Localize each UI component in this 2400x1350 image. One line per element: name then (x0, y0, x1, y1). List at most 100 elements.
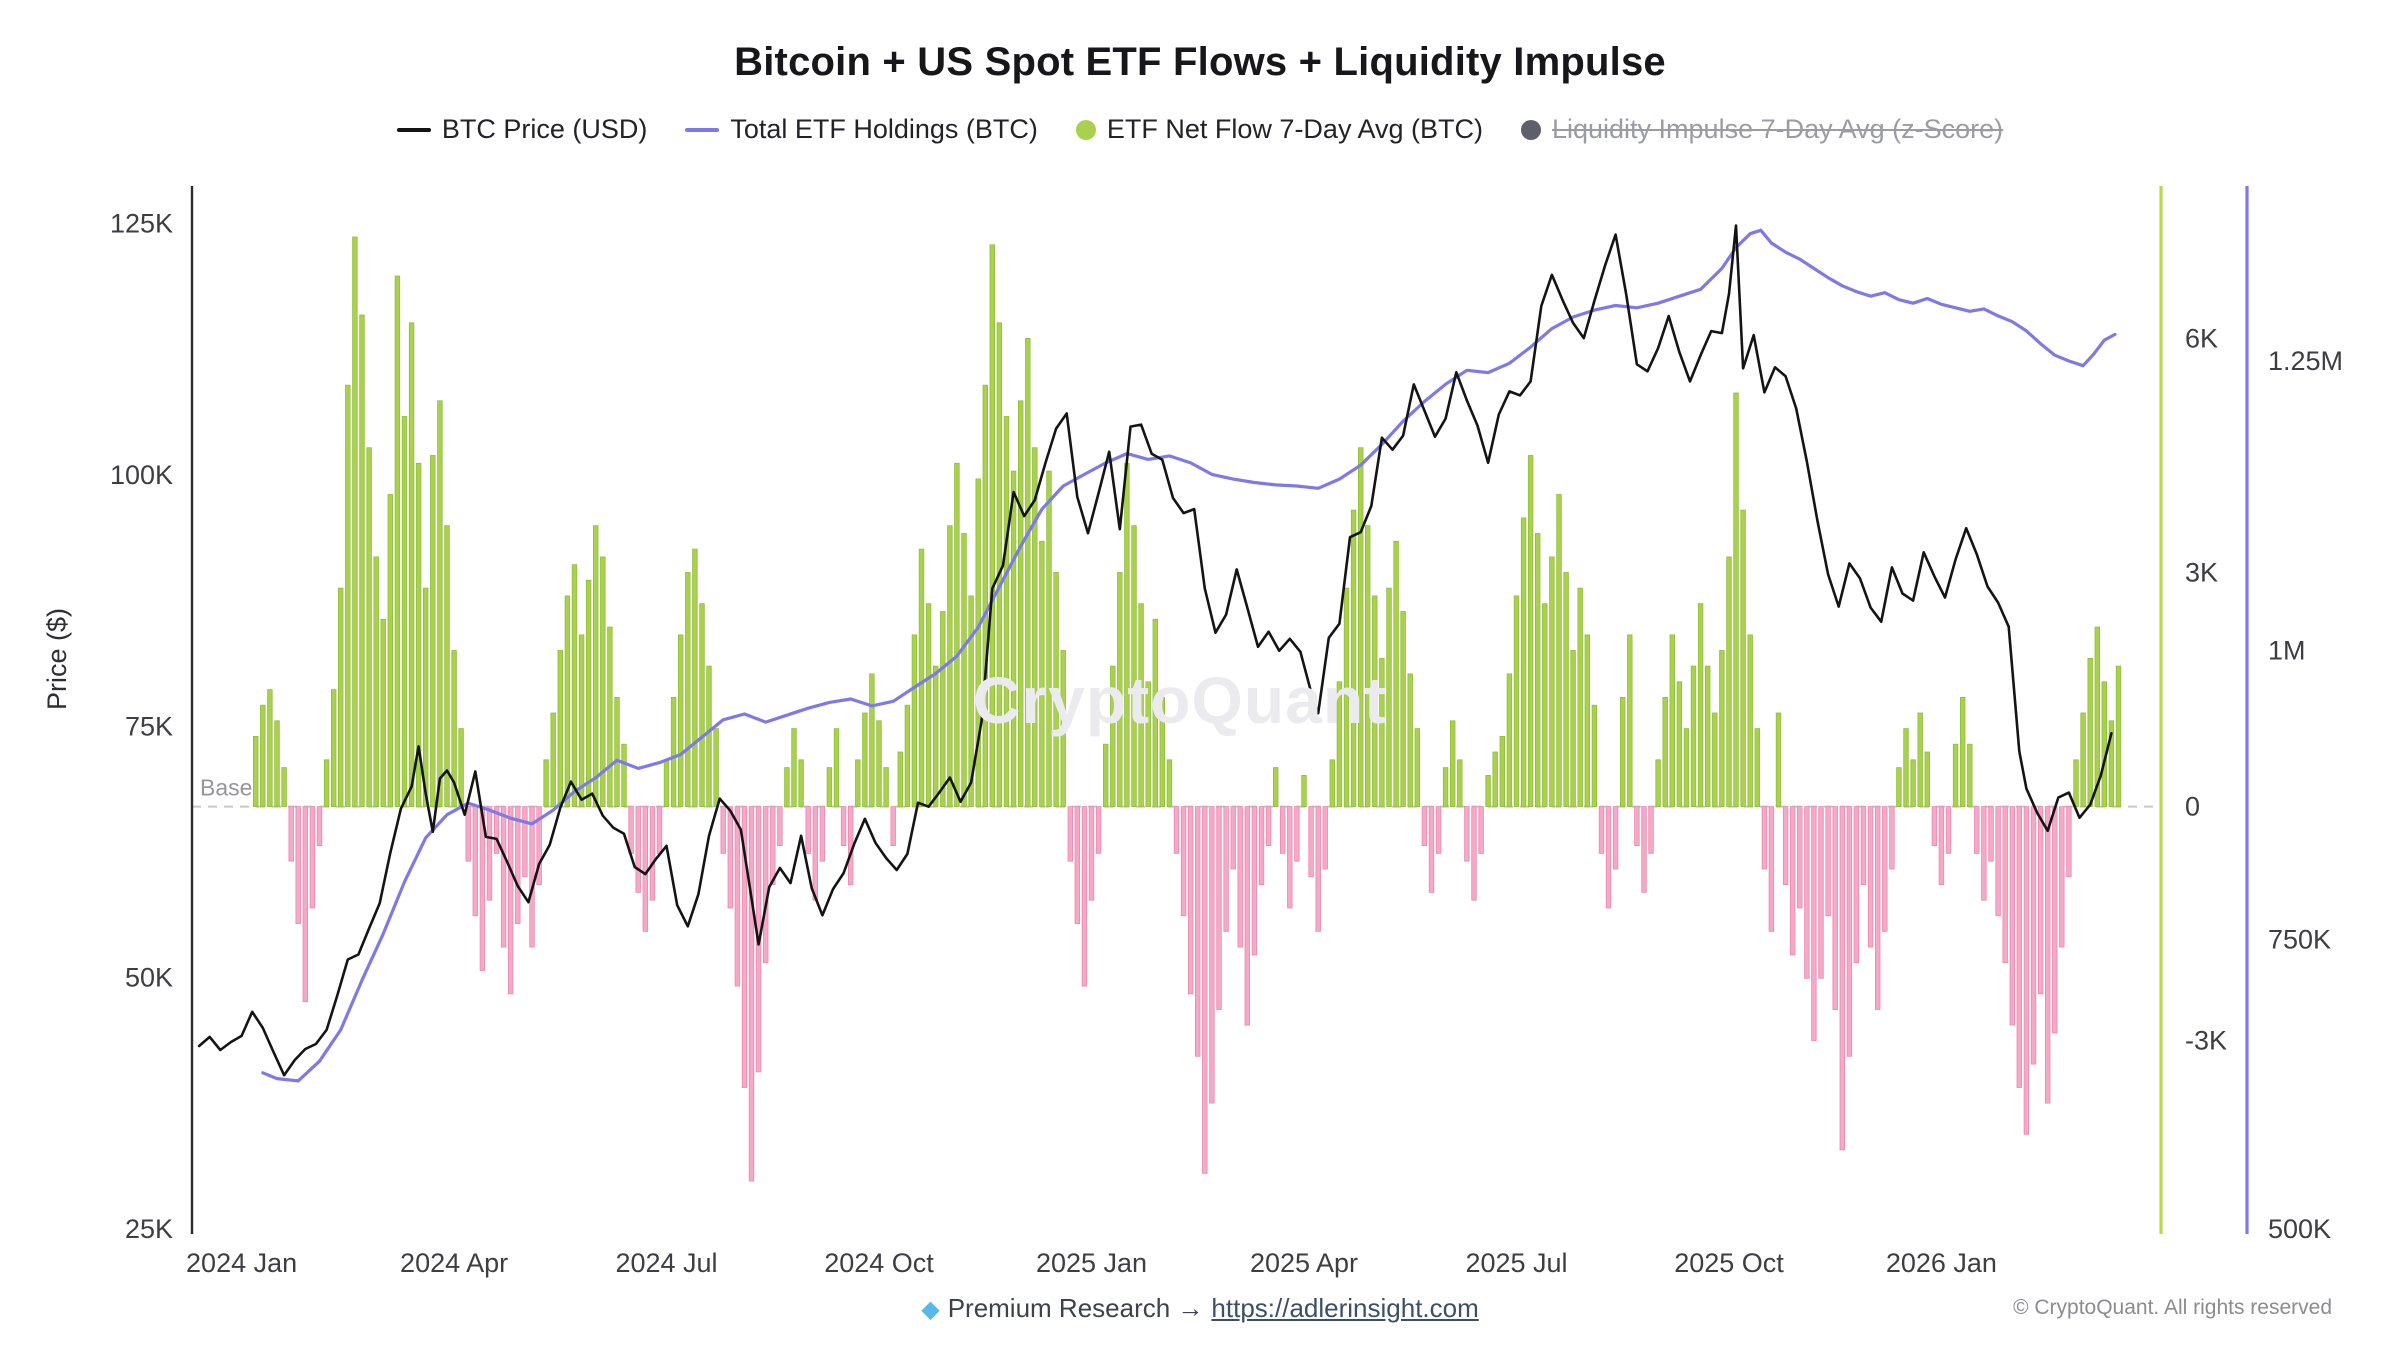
etf-flow-bar-positive (1060, 650, 1066, 808)
etf-flow-bar-positive (373, 556, 379, 808)
etf-flow-bar-positive (1379, 657, 1385, 807)
etf-flow-bar-positive (784, 767, 790, 807)
etf-flow-bar-negative (635, 806, 641, 893)
etf-flow-bar-positive (550, 712, 556, 807)
etf-flow-bar-negative (1761, 806, 1768, 870)
holdings-tick-label: 1M (2268, 635, 2306, 665)
etf-flow-bar-positive (1669, 634, 1675, 808)
etf-flow-bar-negative (2030, 806, 2037, 1065)
etf-flow-bar-negative (1995, 806, 2001, 917)
etf-flow-bar-positive (798, 759, 804, 807)
etf-flow-bar-positive (826, 767, 833, 807)
etf-flow-bar-positive (437, 400, 443, 807)
legend: BTC Price (USD) Total ETF Holdings (BTC)… (0, 114, 2400, 145)
etf-flow-bar-negative (1074, 806, 1080, 924)
etf-flow-bar-negative (1818, 806, 1824, 979)
etf-flow-bar-negative (1882, 806, 1888, 932)
etf-flow-bar-negative (1188, 806, 1194, 995)
etf-flow-bar-positive (897, 751, 903, 807)
etf-flow-bar-positive (267, 689, 273, 807)
etf-flow-bar-positive (833, 728, 840, 807)
premium-research-link[interactable]: https://adlerinsight.com (1211, 1293, 1479, 1323)
etf-flow-bar-negative (465, 806, 471, 862)
etf-flow-bar-positive (940, 611, 946, 808)
etf-flow-bar-positive (1450, 720, 1456, 807)
etf-flow-bar-positive (1697, 603, 1704, 808)
etf-flow-bar-positive (422, 587, 429, 807)
etf-flow-bar-negative (1860, 806, 1867, 885)
etf-flow-bar-negative (1811, 806, 1817, 1042)
etf-flow-bar-positive (1018, 400, 1024, 807)
etf-flow-bar-positive (1358, 447, 1364, 808)
etf-flow-bar-positive (1577, 587, 1583, 807)
etf-flow-bar-negative (1251, 806, 1258, 956)
footer: ◆ Premium Research → https://adlerinsight.… (0, 1293, 2400, 1324)
etf-flow-bar-negative (1223, 806, 1229, 932)
etf-flow-bar-positive (352, 236, 358, 807)
etf-flow-bar-positive (1733, 392, 1739, 808)
etf-flow-bar-negative (741, 806, 748, 1088)
etf-flow-bar-negative (1216, 806, 1222, 1010)
etf-flow-bar-positive (1712, 712, 1718, 807)
legend-item-etf-holdings[interactable]: Total ETF Holdings (BTC) (685, 114, 1038, 145)
etf-flow-bar-negative (1889, 806, 1895, 870)
etf-flow-bar-positive (1527, 455, 1534, 808)
etf-flow-bar-positive (2108, 720, 2115, 807)
legend-item-btc-price[interactable]: BTC Price (USD) (396, 114, 647, 145)
etf-flow-bar-negative (1832, 806, 1838, 1010)
etf-flow-bar-negative (2009, 806, 2015, 1026)
etf-flow-bar-positive (1414, 728, 1420, 807)
etf-flow-bar-positive (2094, 626, 2100, 807)
legend-item-etf-net-flow[interactable]: ETF Net Flow 7-Day Avg (BTC) (1075, 114, 1483, 145)
etf-flow-bar-positive (593, 525, 599, 808)
etf-flow-bar-negative (628, 806, 634, 854)
etf-flow-bar-positive (989, 244, 995, 807)
etf-flow-bar-positive (876, 720, 882, 807)
holdings-tick-label: 500K (2268, 1214, 2331, 1244)
etf-flow-bar-negative (2037, 806, 2044, 995)
etf-flow-bar-positive (975, 478, 981, 808)
etf-flow-bar-positive (260, 704, 266, 808)
etf-flow-bar-negative (1173, 806, 1180, 854)
etf-flow-bar-negative (763, 806, 769, 964)
etf-flow-bar-positive (1152, 618, 1158, 807)
etf-flow-bar-positive (947, 525, 953, 808)
etf-flow-bar-positive (933, 665, 939, 807)
etf-flow-bar-negative (1782, 806, 1789, 885)
etf-flow-bar-positive (791, 728, 797, 807)
etf-flow-bar-positive (345, 384, 351, 808)
etf-flow-bar-positive (1513, 595, 1520, 808)
etf-flow-bar-positive (1563, 572, 1569, 808)
etf-flow-bar-negative (515, 806, 521, 924)
etf-flow-bar-positive (862, 712, 868, 807)
etf-flow-bar-positive (408, 322, 415, 807)
etf-flow-bar-negative (2059, 806, 2065, 948)
etf-flow-bar-negative (2045, 806, 2051, 1104)
etf-flow-bar-negative (1202, 806, 1208, 1174)
legend-item-liquidity-impulse[interactable]: Liquidity Impulse 7-Day Avg (z-Score) (1520, 114, 2003, 145)
etf-flow-bar-positive (968, 595, 974, 808)
etf-flow-bar-positive (330, 689, 337, 807)
etf-flow-bar-positive (1917, 712, 1923, 807)
etf-flow-bar-positive (1740, 509, 1746, 808)
etf-flow-bar-positive (614, 697, 620, 808)
etf-flow-bar-negative (1322, 806, 1328, 870)
etf-flow-bar-positive (1676, 681, 1683, 807)
etf-flow-bar-positive (869, 673, 875, 808)
etf-flow-bar-positive (585, 579, 592, 807)
etf-flow-bar-positive (1542, 603, 1548, 808)
etf-flow-bar-negative (2002, 806, 2008, 964)
etf-flow-bar-negative (1804, 806, 1810, 979)
etf-flow-bar-positive (1046, 470, 1052, 808)
etf-flow-bar-positive (1570, 650, 1576, 808)
etf-flow-bar-positive (1967, 743, 1973, 808)
etf-flow-bar-positive (430, 455, 436, 808)
etf-flow-bar-positive (1273, 767, 1279, 807)
etf-flow-bar-positive (911, 634, 918, 808)
etf-flow-bar-negative (288, 806, 294, 862)
etf-flow-bar-positive (366, 447, 372, 808)
etf-flow-bar-positive (1903, 728, 1909, 807)
etf-flow-bar-negative (840, 806, 847, 846)
etf-flow-bar-negative (1287, 806, 1293, 909)
